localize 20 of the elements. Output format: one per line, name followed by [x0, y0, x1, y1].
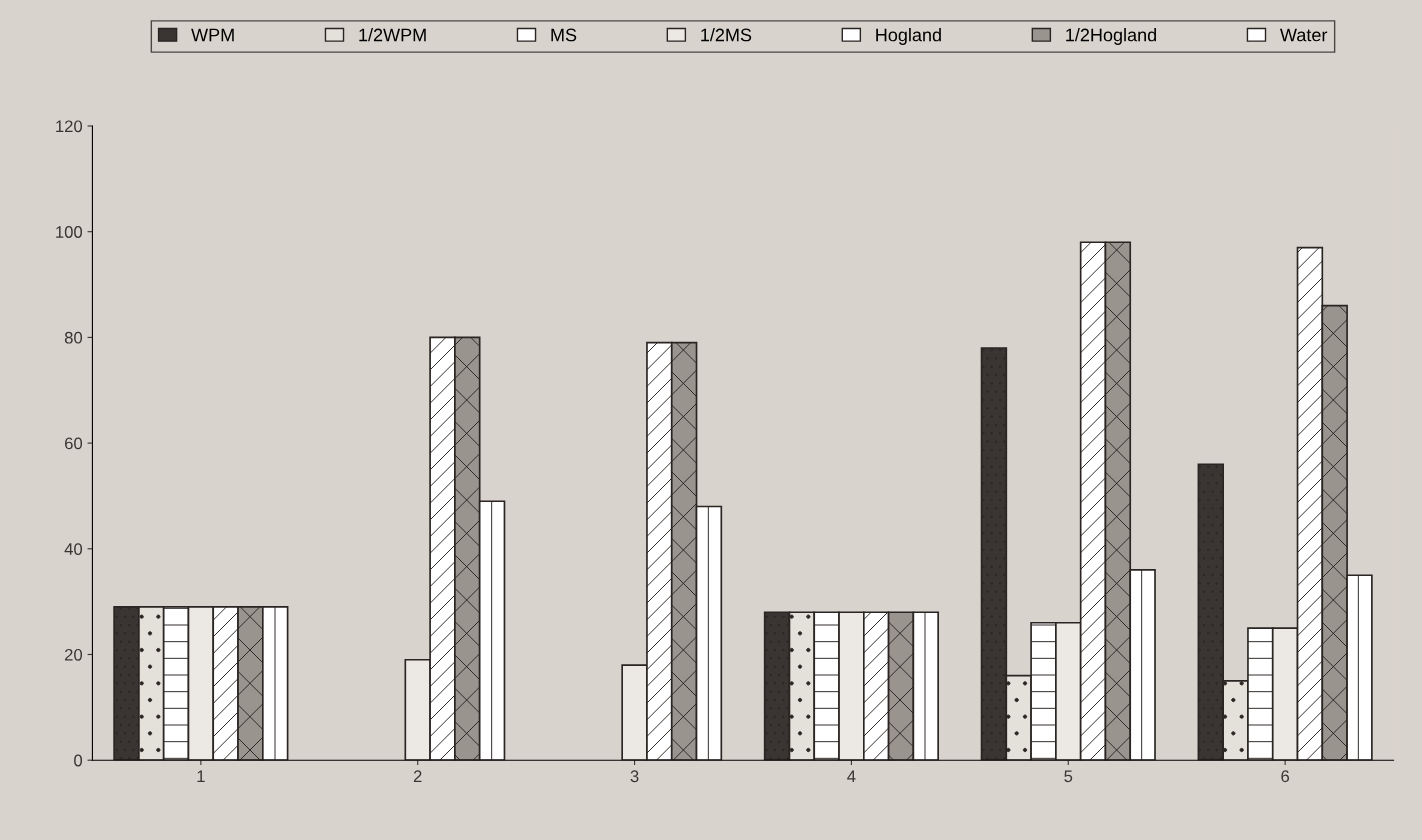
x-tick-label: 3	[630, 770, 639, 783]
legend-label: Hogland	[876, 28, 941, 45]
legend-label: 1/2MS	[701, 28, 752, 42]
y-tick-label: 100	[56, 226, 83, 238]
legend-label: MS	[551, 28, 577, 42]
legend-label: 1/2WPM	[359, 28, 426, 42]
x-tick-label: 1	[197, 770, 205, 782]
x-tick-label: 2	[413, 770, 422, 782]
y-tick-label: 120	[56, 120, 83, 133]
y-tick-label: 80	[64, 331, 83, 344]
y-tick-label: 40	[64, 543, 83, 555]
legend-label: 1/2Hogland	[1066, 28, 1157, 45]
y-tick-label: 60	[65, 437, 83, 450]
x-tick-label: 5	[1064, 770, 1073, 783]
x-tick-label: 4	[847, 770, 856, 782]
x-tick-label: 6	[1281, 770, 1290, 783]
y-tick-label: 0	[74, 754, 83, 767]
y-tick-label: 20	[65, 648, 83, 661]
legend-label: Water	[1280, 28, 1328, 42]
legend-label: WPM	[191, 28, 234, 42]
